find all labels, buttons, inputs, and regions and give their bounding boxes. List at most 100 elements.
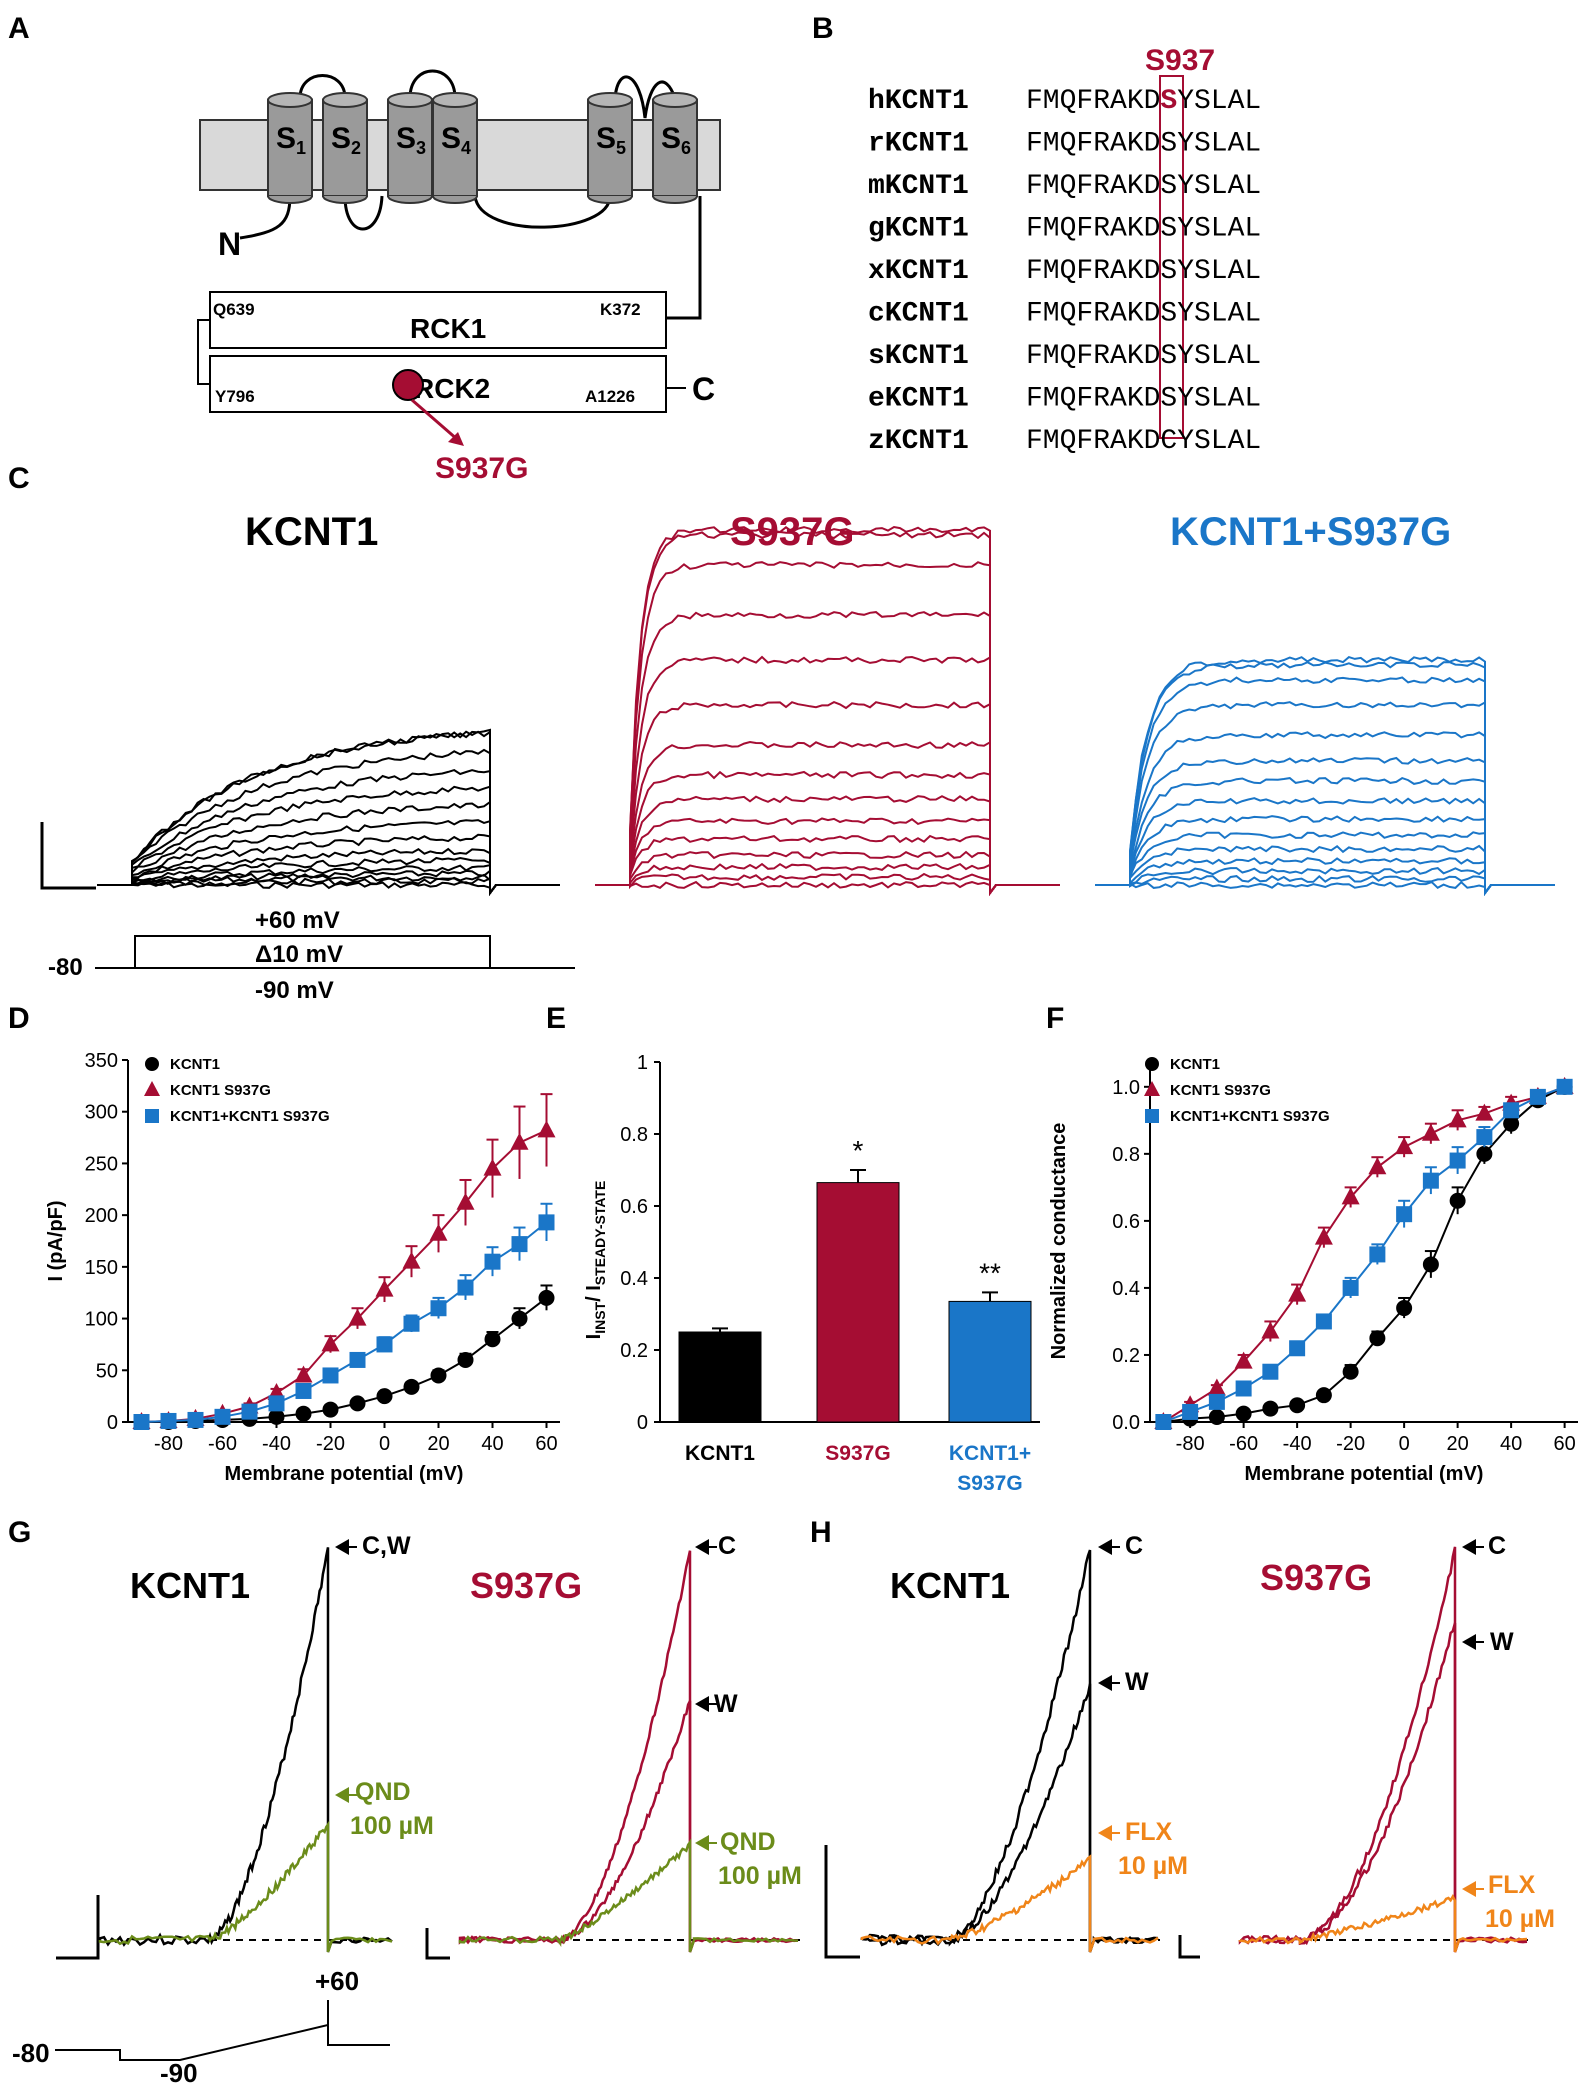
current-trace (1095, 857, 1555, 896)
sequence-prefix: FMQFRAKD (1026, 86, 1160, 117)
data-point (1396, 1206, 1413, 1223)
y-tick-label: 150 (85, 1257, 118, 1279)
sequence-suffix: YSLAL (1177, 299, 1261, 330)
current-trace (97, 833, 560, 896)
species-name: sKCNT1 (868, 341, 969, 372)
species-name: cKCNT1 (868, 299, 969, 330)
x-tick-label: 20 (427, 1433, 449, 1455)
trace-g-s937g-control (458, 1550, 799, 1953)
arrow-head (1462, 1881, 1476, 1897)
series-2 (1155, 1078, 1573, 1430)
g-label-cw: C,W (362, 1532, 411, 1560)
rck-connector (197, 319, 210, 385)
data-point (1208, 1408, 1225, 1425)
current-trace (97, 868, 560, 896)
series-0 (1155, 1078, 1573, 1430)
legend-marker (1145, 1109, 1159, 1123)
current-trace (595, 770, 1060, 896)
segment-cap-bottom (652, 195, 698, 204)
g-dose-1: 100 µM (350, 1812, 434, 1840)
data-point (187, 1411, 204, 1428)
conserved-residue: S (1160, 171, 1177, 202)
ramp-current-traces (98, 1539, 1530, 1953)
protocol-hold: -80 (48, 954, 83, 981)
legend-item: KCNT1 S937G (144, 1081, 271, 1099)
sequence-suffix: YSLAL (1177, 256, 1261, 287)
mutation-label: S937G (435, 452, 528, 485)
transmembrane-segments: S1 S2 S3 S4 S5 S6 (267, 92, 698, 204)
data-point (1476, 1129, 1493, 1146)
data-point (1235, 1405, 1252, 1422)
sequence-prefix: FMQFRAKD (1026, 256, 1160, 287)
x-tick-label: 20 (1447, 1433, 1469, 1455)
data-point (1342, 1279, 1359, 1296)
sequence-prefix: FMQFRAKD (1026, 171, 1160, 202)
sequence-suffix: YSLAL (1177, 129, 1261, 160)
current-trace (595, 872, 1060, 896)
series-line (141, 1297, 548, 1423)
trace-h-s937g-wash (1238, 1622, 1528, 1953)
segment-label: S1 (276, 122, 306, 158)
current-trace (97, 769, 560, 896)
x-axis-title: Membrane potential (mV) (1245, 1463, 1484, 1485)
kcnt1-traces (97, 728, 560, 896)
arrow-head (335, 1539, 349, 1555)
panel-a-topology: S1 S2 S3 S4 S5 S6 N Q639 K372 Y796 A1226 RCK1… (197, 69, 721, 485)
data-point (1395, 1137, 1414, 1155)
current-trace (97, 856, 560, 896)
y-tick-label: 0 (637, 1412, 648, 1434)
data-point (538, 1289, 555, 1306)
bar (948, 1300, 1032, 1423)
q639-label: Q639 (213, 300, 255, 319)
segment-cap-top (267, 92, 313, 108)
sequence-suffix: YSLAL (1177, 426, 1261, 457)
data-point (456, 1192, 475, 1210)
loop-s2-s3 (343, 195, 384, 231)
arrow-head (1462, 1539, 1476, 1555)
data-point (430, 1300, 447, 1317)
trace-g-kcnt1-qnd (98, 1820, 393, 1953)
x-tick-label: 0 (1399, 1433, 1410, 1455)
segment-cap-bottom (587, 195, 633, 204)
x-tick-label: 60 (535, 1433, 557, 1455)
data-point (1449, 1152, 1466, 1169)
current-trace (97, 819, 560, 896)
species-name: zKCNT1 (868, 426, 969, 457)
current-trace (595, 880, 1060, 896)
data-point (1155, 1414, 1172, 1430)
current-trace (595, 862, 1060, 896)
y-tick-label: 0.6 (620, 1196, 648, 1218)
species-name: xKCNT1 (868, 256, 969, 287)
current-trace (1095, 797, 1555, 896)
current-trace (97, 728, 560, 896)
data-point (1288, 1284, 1307, 1302)
segment-cap-bottom (322, 195, 368, 204)
segment-label: S5 (596, 122, 626, 158)
y-axis-title: IINST/ ISTEADY-STATE (583, 1181, 608, 1340)
alignment-row: eKCNT1 FMQFRAKD S YSLAL (868, 384, 1261, 415)
n-term-line (239, 195, 292, 240)
current-trace (595, 525, 1060, 896)
alignment-row: mKCNT1 FMQFRAKD S YSLAL (868, 171, 1261, 202)
data-point (268, 1408, 285, 1425)
panel-h-ramp-traces: KCNT1 S937G C W C W FLX 10 µM FLX 10 µM (824, 1532, 1555, 1959)
x-tick-label: -80 (1176, 1433, 1205, 1455)
mutation-arrowhead (448, 432, 464, 446)
protocol-box (134, 935, 491, 969)
segment-s4: S4 (432, 92, 478, 204)
x-tick-label: 60 (1554, 1433, 1576, 1455)
data-point (1341, 1187, 1360, 1205)
legend-item: KCNT1+KCNT1 S937G (1145, 1108, 1330, 1125)
data-point (1261, 1321, 1280, 1339)
data-point (403, 1378, 420, 1395)
data-point (1315, 1387, 1332, 1404)
h-dose-1: 10 µM (1118, 1852, 1188, 1880)
conserved-residue: S (1160, 299, 1177, 330)
trace-g-kcnt1-control (98, 1547, 393, 1953)
h-dose-2: 10 µM (1485, 1905, 1555, 1933)
arrow-head (1098, 1675, 1112, 1691)
data-point (483, 1158, 502, 1176)
y-tick-label: 0.2 (1112, 1345, 1140, 1367)
current-trace (1095, 874, 1555, 896)
